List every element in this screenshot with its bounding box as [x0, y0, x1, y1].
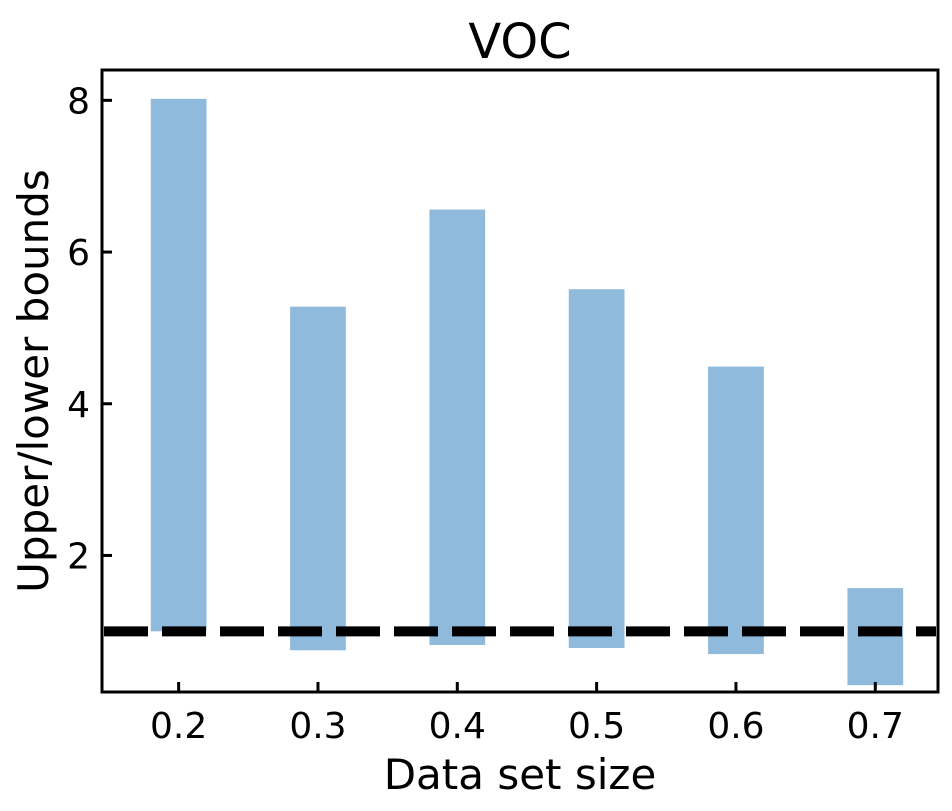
x-tick-label: 0.7: [847, 706, 904, 747]
bar-0.7: [847, 588, 904, 686]
bar-0.4: [429, 209, 486, 645]
y-tick-label: 2: [67, 536, 90, 577]
y-axis-label: Upper/lower bounds: [9, 169, 58, 593]
plot-frame: [100, 68, 940, 694]
y-tick-label: 6: [67, 233, 90, 274]
x-tick-label: 0.3: [289, 706, 346, 747]
bar-0.6: [708, 366, 764, 655]
bar-0.3: [290, 306, 346, 651]
x-tick-label: 0.6: [707, 706, 764, 747]
y-tick-label: 8: [67, 81, 90, 122]
y-axis-ticks: 2 4 6 8: [67, 81, 112, 577]
x-tick-label: 0.2: [150, 706, 207, 747]
x-tick-label: 0.5: [568, 706, 625, 747]
x-axis-label: Data set size: [384, 750, 657, 799]
bars-group: [150, 98, 904, 686]
bar-0.5: [568, 289, 625, 649]
y-tick-label: 4: [67, 385, 90, 426]
x-axis-ticks: 0.2 0.3 0.4 0.5 0.6 0.7: [150, 682, 904, 747]
bar-0.2: [150, 98, 207, 632]
chart-title: VOC: [468, 14, 571, 70]
x-tick-label: 0.4: [429, 706, 486, 747]
